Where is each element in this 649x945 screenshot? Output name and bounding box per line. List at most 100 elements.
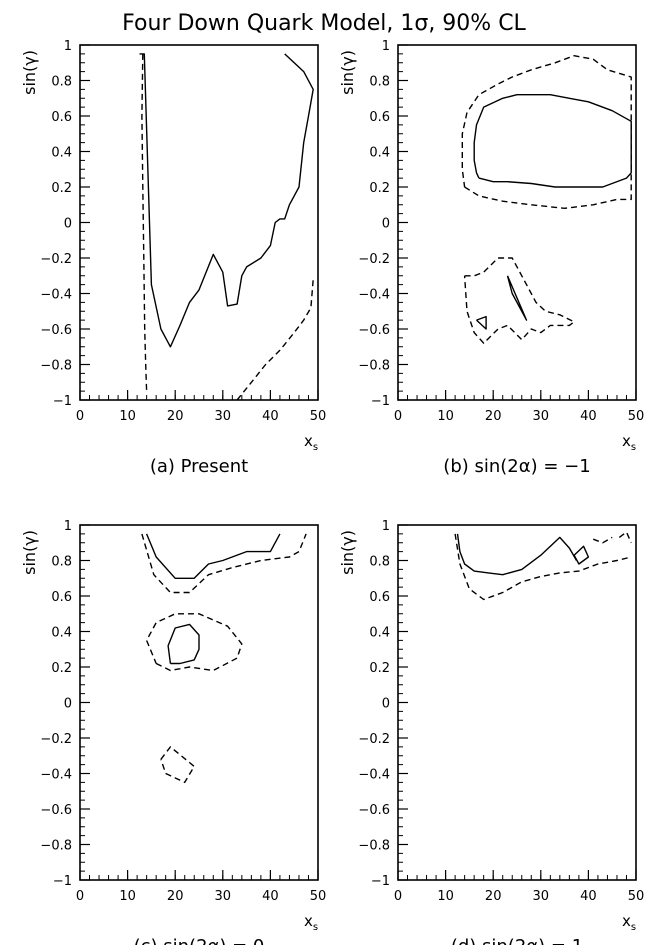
contour-90cl-line-3	[592, 536, 613, 544]
contour-1sigma-line-0	[473, 93, 632, 188]
plot-frame	[79, 44, 319, 401]
y-tick-label: 0.2	[369, 661, 390, 676]
x-axis-label-subscript: s	[631, 442, 636, 453]
panel-b: 0 10 20 30 40 50 −1 −0.8 −0.6 −0.4 −0.2 0 0.2 0.4 0.6 0…	[338, 39, 644, 477]
y-tick-label: 1	[64, 519, 72, 534]
y-tick-label: 1	[382, 39, 390, 54]
x-tick-label: 10	[437, 889, 454, 904]
y-tick-label: 1	[382, 519, 390, 534]
panel-caption: (b) sin(2α) = −1	[443, 456, 590, 477]
x-tick-label: 20	[167, 889, 184, 904]
y-tick-label: −0.4	[358, 768, 390, 783]
y-axis-label: sin(γ)	[338, 530, 357, 575]
y-tick-label: 0.6	[369, 110, 390, 125]
contour-1sigma-line-0	[145, 533, 281, 579]
plot-frame	[79, 524, 319, 881]
x-axis-label: xs	[304, 912, 318, 933]
y-tick-label: 1	[64, 39, 72, 54]
x-tick-label: 30	[215, 409, 232, 424]
x-tick-label: 0	[76, 889, 84, 904]
x-tick-label: 40	[262, 409, 279, 424]
y-tick-label: −0.6	[358, 803, 390, 818]
contour-1sigma-line-1	[573, 545, 590, 565]
y-tick-label: 0.2	[369, 181, 390, 196]
y-tick-label: 0.6	[369, 590, 390, 605]
x-tick-label: 0	[394, 409, 402, 424]
y-tick-label: −1	[53, 874, 72, 889]
contour-90cl-line-2	[454, 533, 632, 601]
y-tick-label: −0.8	[40, 359, 72, 374]
y-tick-label: −0.6	[40, 323, 72, 338]
x-tick-label: 10	[119, 889, 136, 904]
x-tick-label: 40	[580, 409, 597, 424]
y-tick-label: 0.2	[51, 181, 72, 196]
x-axis-label-subscript: s	[313, 922, 318, 933]
x-axis-label: xs	[622, 432, 636, 453]
contour-90cl-line-4	[463, 257, 575, 344]
x-tick-label: 50	[310, 889, 327, 904]
panel-a: 0 10 20 30 40 50 −1 −0.8 −0.6 −0.4 −0.2 0 0.2 0.4 0.6 0…	[20, 39, 326, 477]
x-tick-label: 10	[437, 409, 454, 424]
x-tick-label: 50	[628, 889, 645, 904]
x-tick-label: 50	[310, 409, 327, 424]
y-tick-label: −0.6	[40, 803, 72, 818]
x-tick-label: 50	[628, 409, 645, 424]
y-tick-label: 0.4	[369, 626, 390, 641]
y-tick-label: 0.8	[51, 555, 72, 570]
y-tick-label: 0.8	[369, 555, 390, 570]
y-tick-label: −0.4	[40, 768, 72, 783]
y-tick-label: 0.2	[51, 661, 72, 676]
y-tick-label: −1	[53, 394, 72, 409]
y-tick-label: −0.4	[358, 288, 390, 303]
x-axis-label: xs	[622, 912, 636, 933]
contour-90cl-line-4	[618, 531, 632, 544]
y-tick-label: 0	[382, 217, 390, 232]
contour-1sigma-line-2	[506, 275, 528, 321]
y-tick-label: 0	[382, 697, 390, 712]
contour-1sigma-line-0	[139, 53, 314, 348]
contour-90cl-line-3	[145, 613, 243, 672]
y-tick-label: 0	[64, 697, 72, 712]
panel-caption: (a) Present	[150, 456, 248, 477]
contour-90cl-line-4	[160, 746, 195, 784]
contour-90cl-line-1	[141, 53, 148, 392]
contour-1sigma-line-0	[456, 533, 578, 576]
y-tick-label: −0.4	[40, 288, 72, 303]
x-tick-label: 20	[167, 409, 184, 424]
contour-90cl-line-1	[461, 55, 632, 210]
panel-caption: (d) sin(2α) = 1	[451, 936, 583, 945]
x-tick-label: 30	[215, 889, 232, 904]
y-tick-label: −0.6	[358, 323, 390, 338]
plot-frame	[397, 524, 637, 881]
y-tick-label: 0.6	[51, 110, 72, 125]
y-tick-label: −0.2	[358, 732, 390, 747]
contour-1sigma-line-2	[167, 623, 200, 665]
y-tick-label: 0.6	[51, 590, 72, 605]
y-axis-label: sin(γ)	[20, 50, 39, 95]
y-tick-label: −0.2	[40, 252, 72, 267]
y-tick-label: 0.8	[369, 75, 390, 90]
y-tick-label: −0.8	[40, 839, 72, 854]
panel-d: 0 10 20 30 40 50 −1 −0.8 −0.6 −0.4 −0.2 0 0.2 0.4 0.6 0…	[338, 519, 644, 945]
y-tick-label: 0	[64, 217, 72, 232]
figure-title: Four Down Quark Model, 1σ, 90% CL	[122, 11, 526, 36]
panel-caption: (c) sin(2α) = 0	[134, 936, 265, 945]
panel-c: 0 10 20 30 40 50 −1 −0.8 −0.6 −0.4 −0.2 0 0.2 0.4 0.6 0…	[20, 519, 326, 945]
x-tick-label: 20	[485, 409, 502, 424]
x-tick-label: 0	[76, 409, 84, 424]
x-tick-label: 0	[394, 889, 402, 904]
y-tick-label: 0.4	[51, 626, 72, 641]
y-tick-label: −0.2	[358, 252, 390, 267]
y-tick-label: 0.4	[51, 146, 72, 161]
y-tick-label: −1	[371, 394, 390, 409]
contour-90cl-line-1	[141, 533, 307, 594]
y-tick-label: −0.2	[40, 732, 72, 747]
y-tick-label: 0.8	[51, 75, 72, 90]
x-axis-label-subscript: s	[313, 442, 318, 453]
y-tick-label: −0.8	[358, 839, 390, 854]
y-tick-label: −1	[371, 874, 390, 889]
x-tick-label: 40	[262, 889, 279, 904]
x-tick-label: 10	[119, 409, 136, 424]
x-tick-label: 20	[485, 889, 502, 904]
